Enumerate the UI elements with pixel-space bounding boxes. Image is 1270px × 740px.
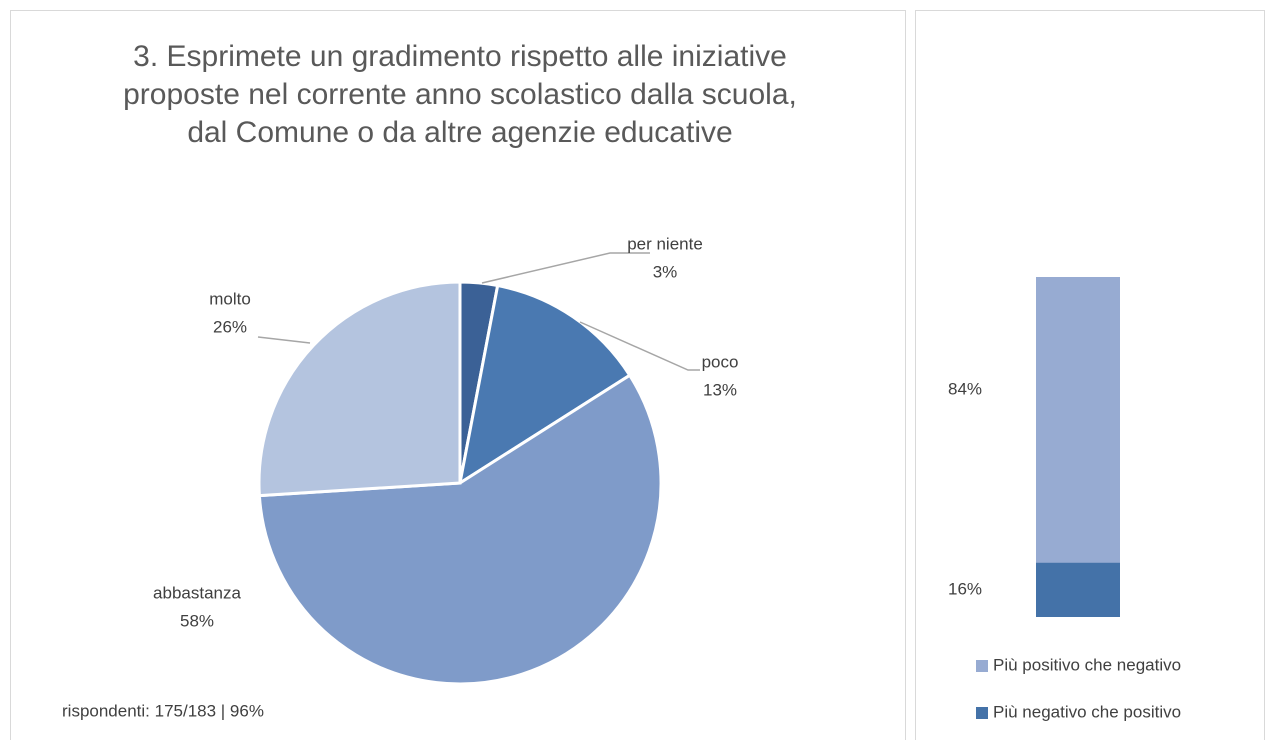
bar-label: 84% xyxy=(948,379,982,398)
slice-label: per niente xyxy=(627,234,703,253)
pie-slice xyxy=(257,373,663,686)
right-panel xyxy=(915,10,1265,740)
slice-value: 3% xyxy=(653,262,678,281)
slice-value: 26% xyxy=(213,317,247,336)
slice-value: 58% xyxy=(180,611,214,630)
annotation: rispondenti: 175/183 | 96% xyxy=(62,701,264,720)
bar-segment xyxy=(1036,277,1120,563)
slice-label: poco xyxy=(702,352,739,371)
pie-slice xyxy=(457,283,632,487)
legend-label: Più negativo che positivo xyxy=(993,702,1181,721)
left-panel xyxy=(10,10,906,740)
pie-slice xyxy=(257,280,462,498)
slice-label: abbastanza xyxy=(153,583,241,602)
slice-value: 13% xyxy=(703,380,737,399)
leader-line xyxy=(579,321,700,371)
legend-label: Più positivo che negativo xyxy=(993,655,1181,674)
leader-line xyxy=(481,252,650,284)
legend-swatch xyxy=(976,660,988,672)
chart-title: 3. Esprimete un gradimento rispetto alle… xyxy=(123,40,797,149)
legend-swatch xyxy=(976,707,988,719)
bar-label: 16% xyxy=(948,579,982,598)
leader-line xyxy=(257,336,311,344)
slice-label: molto xyxy=(209,289,251,308)
bar-segment xyxy=(1036,562,1120,617)
